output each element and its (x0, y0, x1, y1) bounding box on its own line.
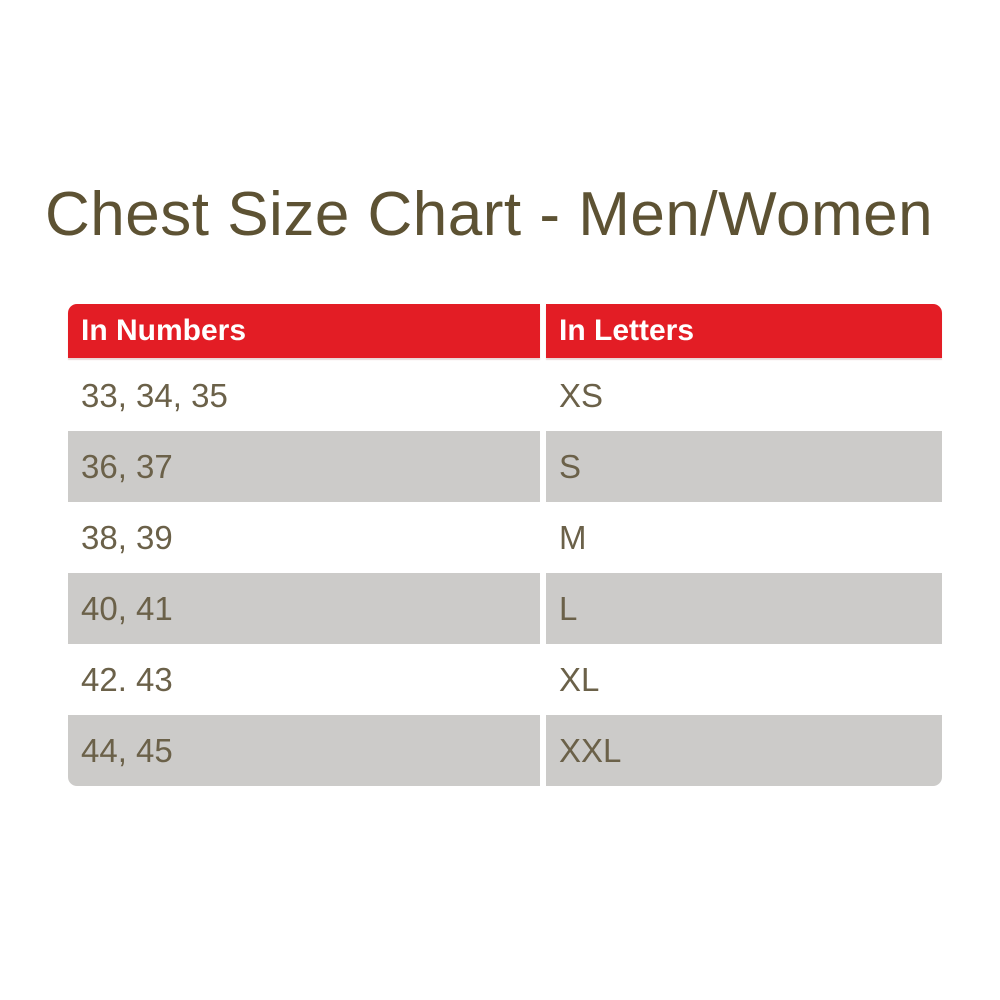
table-header-row: In Numbers In Letters (68, 304, 942, 358)
cell-in-numbers: 40, 41 (68, 573, 540, 644)
cell-in-numbers: 42. 43 (81, 660, 173, 698)
cell-in-numbers: 44, 45 (68, 715, 540, 786)
column-header-in-numbers: In Numbers (68, 304, 540, 358)
table-row: 36, 37 S (68, 431, 942, 502)
cell-in-numbers: 33, 34, 35 (81, 376, 228, 414)
size-chart-table: In Numbers In Letters 33, 34, 35 XS 36, … (68, 304, 942, 786)
cell-in-letters: XL (559, 660, 600, 698)
cell-in-letters: XXL (546, 715, 942, 786)
table-row: 40, 41 L (68, 573, 942, 644)
column-header-in-letters: In Letters (546, 304, 942, 358)
cell-in-letters: M (559, 518, 587, 556)
page-title: Chest Size Chart - Men/Women (45, 180, 934, 249)
cell-in-numbers: 36, 37 (68, 431, 540, 502)
table-row: 44, 45 XXL (68, 715, 942, 786)
table-row: 38, 39 M (68, 502, 942, 573)
cell-in-letters: S (546, 431, 942, 502)
table-row: 33, 34, 35 XS (68, 360, 942, 431)
cell-in-letters: L (546, 573, 942, 644)
cell-in-numbers: 38, 39 (81, 518, 173, 556)
cell-in-letters: XS (559, 376, 604, 414)
table-row: 42. 43 XL (68, 644, 942, 715)
